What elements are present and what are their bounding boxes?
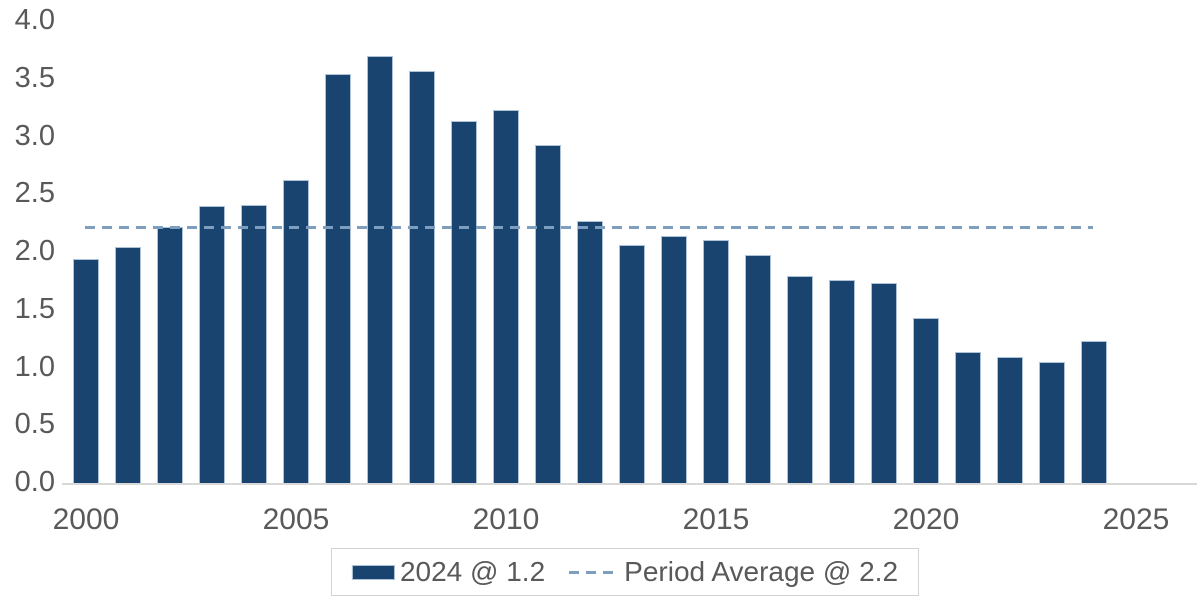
average-line-label: Period Average @ 2.2 bbox=[624, 556, 899, 587]
bar-2014 bbox=[661, 235, 687, 483]
x-tick-label-2020: 2020 bbox=[892, 503, 960, 536]
x-tick-label-2000: 2000 bbox=[52, 503, 120, 536]
bar-2000 bbox=[73, 258, 99, 483]
bar-2007 bbox=[367, 55, 393, 483]
bar-2009 bbox=[451, 121, 477, 483]
bar-2011 bbox=[535, 144, 561, 483]
bar-2013 bbox=[619, 245, 645, 483]
y-tick-label-1.0: 1.0 bbox=[14, 350, 55, 383]
x-tick-label-2010: 2010 bbox=[472, 503, 540, 536]
y-tick-label-4.0: 4.0 bbox=[14, 4, 55, 36]
y-tick-label-1.5: 1.5 bbox=[14, 292, 55, 325]
bar-2010 bbox=[493, 109, 519, 483]
bar-2004 bbox=[241, 204, 267, 483]
bar-2016 bbox=[745, 255, 771, 483]
bar-2023 bbox=[1039, 361, 1065, 483]
average-line-swatch bbox=[569, 570, 618, 574]
y-tick-label-0.0: 0.0 bbox=[14, 466, 55, 498]
y-tick-label-3.0: 3.0 bbox=[14, 119, 55, 152]
x-tick-label-2005: 2005 bbox=[262, 503, 330, 536]
bar-2024 bbox=[1081, 340, 1107, 483]
x-tick-label-2025: 2025 bbox=[1102, 503, 1170, 536]
bar-2012 bbox=[577, 220, 603, 483]
y-tick-label-2.0: 2.0 bbox=[14, 235, 55, 267]
bar-series-label: 2024 @ 1.2 bbox=[399, 556, 546, 587]
y-tick-label-2.5: 2.5 bbox=[14, 177, 55, 210]
bar-2002 bbox=[157, 226, 183, 483]
bar-2008 bbox=[409, 70, 435, 483]
bar-2001 bbox=[115, 247, 141, 483]
x-axis-line bbox=[62, 483, 1197, 485]
average-reference-line bbox=[85, 225, 1093, 229]
bar-2020 bbox=[913, 317, 939, 483]
bar-2006 bbox=[325, 74, 351, 483]
y-tick-label-3.5: 3.5 bbox=[14, 61, 55, 94]
bar-2021 bbox=[955, 352, 981, 483]
bar-2017 bbox=[787, 276, 813, 483]
bar-2018 bbox=[829, 279, 855, 483]
bar-series-swatch bbox=[351, 564, 395, 580]
y-tick-label-0.5: 0.5 bbox=[14, 408, 55, 441]
bar-2015 bbox=[703, 240, 729, 483]
bar-2003 bbox=[199, 205, 225, 483]
x-tick-label-2015: 2015 bbox=[682, 503, 750, 536]
bar-2019 bbox=[871, 283, 897, 483]
bar-2022 bbox=[997, 357, 1023, 483]
bar-2005 bbox=[283, 180, 309, 483]
legend: 2024 @ 1.2 Period Average @ 2.2 bbox=[330, 548, 920, 596]
